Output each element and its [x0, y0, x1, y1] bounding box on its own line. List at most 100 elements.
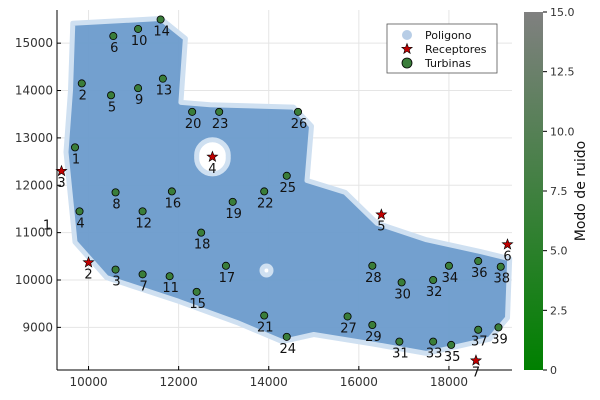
colorbar-tick-label: 5.0 [550, 245, 568, 258]
turbine-label: 11 [162, 281, 179, 296]
x-tick-label: 10000 [69, 375, 107, 389]
turbine-label: 19 [225, 207, 242, 222]
turbine-marker [474, 257, 483, 266]
receptor-label: 7 [472, 366, 480, 381]
turbine-label: 30 [394, 287, 411, 302]
legend-turbinas-label: Turbinas [424, 57, 471, 70]
turbine-marker [215, 107, 224, 116]
y-tick-label: 15000 [15, 36, 53, 50]
polygon-area [63, 16, 513, 356]
receptor-marker [206, 150, 219, 162]
y-tick-label: 10000 [15, 273, 53, 287]
turbine-label: 24 [279, 342, 296, 357]
turbine-marker [111, 188, 120, 197]
turbine-label: 8 [112, 197, 120, 212]
turbine-label: 10 [131, 34, 148, 49]
turbine-marker [71, 143, 80, 152]
turbine-label: 31 [392, 347, 409, 362]
colorbar-tick-label: 2.5 [550, 304, 568, 317]
turbine-label: 35 [444, 350, 461, 365]
y-tick-label: 14000 [15, 84, 53, 98]
receptor-label: 2 [84, 267, 92, 282]
legend-poligono-marker [402, 30, 412, 40]
colorbar: 0 2.5 5.0 7.5 10.0 12.5 15.0 [524, 6, 575, 377]
turbine-label: 6 [110, 41, 118, 56]
turbine-marker [111, 265, 120, 274]
turbine-marker [494, 323, 503, 332]
turbine-label: 26 [291, 117, 308, 132]
turbine-label: 38 [493, 272, 510, 287]
turbine-markers [71, 15, 505, 349]
turbine-label: 7 [139, 279, 147, 294]
turbine-marker [134, 84, 143, 93]
legend-poligono-label: Poligono [425, 29, 472, 42]
turbine-marker [134, 24, 143, 33]
turbine-marker [138, 270, 147, 279]
turbine-marker [282, 171, 291, 180]
receptor-marker [82, 256, 95, 268]
receptor-marker [55, 164, 68, 177]
turbine-label: 1 [72, 152, 80, 167]
turbine-marker [138, 207, 147, 216]
y-tick-label: 12000 [15, 178, 53, 192]
y-tick-label: 11000 [15, 226, 53, 240]
colorbar-tick-label: 15.0 [550, 6, 575, 19]
turbine-label: 29 [365, 330, 382, 345]
turbine-marker [444, 261, 453, 270]
turbine-marker [429, 337, 438, 346]
colorbar-tick-label: 0 [550, 364, 557, 377]
turbine-label: 23 [212, 117, 229, 132]
turbine-label: 15 [189, 297, 206, 312]
axes: 10000 12000 14000 16000 18000900010000110001… [15, 10, 512, 389]
turbine-marker [188, 107, 197, 116]
turbine-marker [109, 32, 118, 41]
colorbar-tick-label: 12.5 [550, 66, 575, 79]
point-labels: 1234567891011121314151617181920212223242… [43, 24, 512, 380]
turbine-marker [75, 207, 84, 216]
turbine-marker [197, 228, 206, 237]
receptor-marker [375, 208, 388, 220]
turbine-marker [474, 325, 483, 334]
turbine-marker [294, 107, 303, 116]
turbine-marker [107, 91, 116, 100]
turbine-label: 14 [153, 24, 170, 39]
turbine-marker [158, 74, 167, 83]
turbine-label: 4 [76, 216, 84, 231]
polygon-shape [63, 16, 513, 356]
turbine-marker [260, 311, 269, 320]
turbine-label: 37 [471, 335, 488, 350]
turbine-label: 16 [165, 196, 182, 211]
colorbar-title: Modo de ruido [573, 141, 589, 241]
turbine-marker [156, 15, 165, 24]
turbine-label: 34 [442, 271, 459, 286]
turbine-marker [343, 312, 352, 321]
x-tick-label: 18000 [430, 375, 468, 389]
turbine-marker [192, 287, 201, 296]
turbine-label: 32 [426, 285, 443, 300]
turbine-label: 21 [257, 321, 274, 336]
legend-receptores-marker [400, 42, 414, 55]
receptor-label: 1 [43, 219, 51, 234]
turbine-label: 33 [426, 347, 443, 362]
turbine-label: 27 [340, 321, 357, 336]
turbine-marker [221, 261, 230, 270]
turbine-label: 18 [194, 238, 211, 253]
legend-receptores-label: Receptores [425, 43, 487, 56]
turbine-marker [167, 187, 176, 196]
turbine-label: 3 [112, 275, 120, 290]
turbine-label: 9 [135, 93, 143, 108]
turbine-label: 12 [135, 216, 152, 231]
turbine-marker [282, 332, 291, 341]
receptor-label: 4 [208, 162, 216, 177]
y-tick-label: 9000 [22, 320, 53, 334]
receptor-label: 5 [377, 220, 385, 235]
receptor-markers [55, 150, 514, 366]
legend-turbinas-marker [401, 57, 413, 69]
turbine-label: 28 [365, 271, 382, 286]
turbine-marker [165, 272, 174, 281]
x-tick-label: 16000 [340, 375, 378, 389]
turbine-label: 25 [279, 181, 296, 196]
turbine-marker [260, 187, 269, 196]
turbine-label: 5 [108, 100, 116, 115]
